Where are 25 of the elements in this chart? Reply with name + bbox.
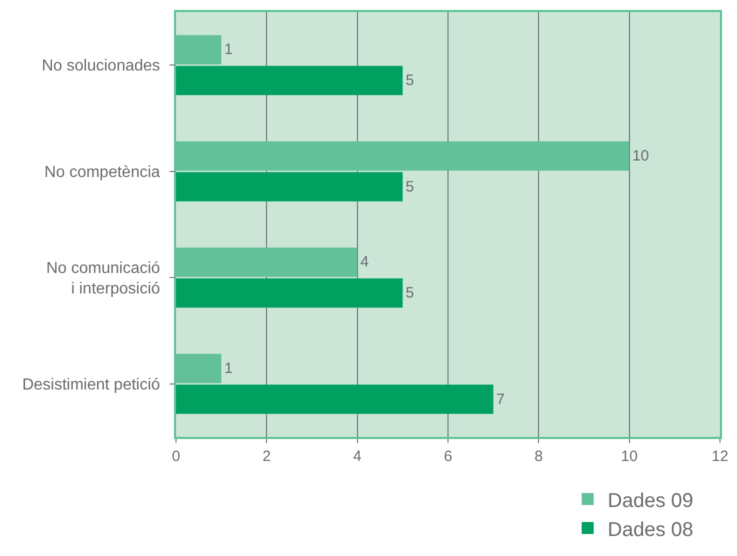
x-tick-label: 8: [534, 448, 543, 465]
data-label: 7: [496, 390, 505, 408]
y-tick-label: No solucionades: [42, 58, 160, 75]
y-tick-label: Desistimient petició: [22, 376, 160, 394]
bar: [176, 384, 494, 414]
data-label: 5: [406, 178, 414, 196]
bar: [176, 172, 403, 202]
data-label: 1: [224, 41, 233, 58]
x-tick-label: 10: [620, 448, 638, 465]
x-tick-label: 0: [172, 448, 180, 465]
y-tick-label: No competència: [44, 164, 160, 181]
data-label: 1: [224, 360, 233, 377]
x-tick-label: 6: [444, 448, 452, 465]
data-label: 5: [406, 72, 414, 90]
x-tick-label: 2: [262, 448, 271, 465]
bar: [176, 278, 403, 308]
y-tick-label: No comunicació i interposició: [46, 260, 160, 298]
data-label: 4: [360, 254, 369, 271]
x-tick-label: 4: [353, 448, 362, 465]
legend-label: Dades 08: [608, 518, 694, 541]
x-tick-label: 12: [712, 448, 728, 465]
legend-label: Dades 09: [608, 490, 694, 512]
data-label: 10: [632, 147, 650, 164]
data-label: 5: [406, 284, 414, 302]
bar: [176, 66, 403, 96]
